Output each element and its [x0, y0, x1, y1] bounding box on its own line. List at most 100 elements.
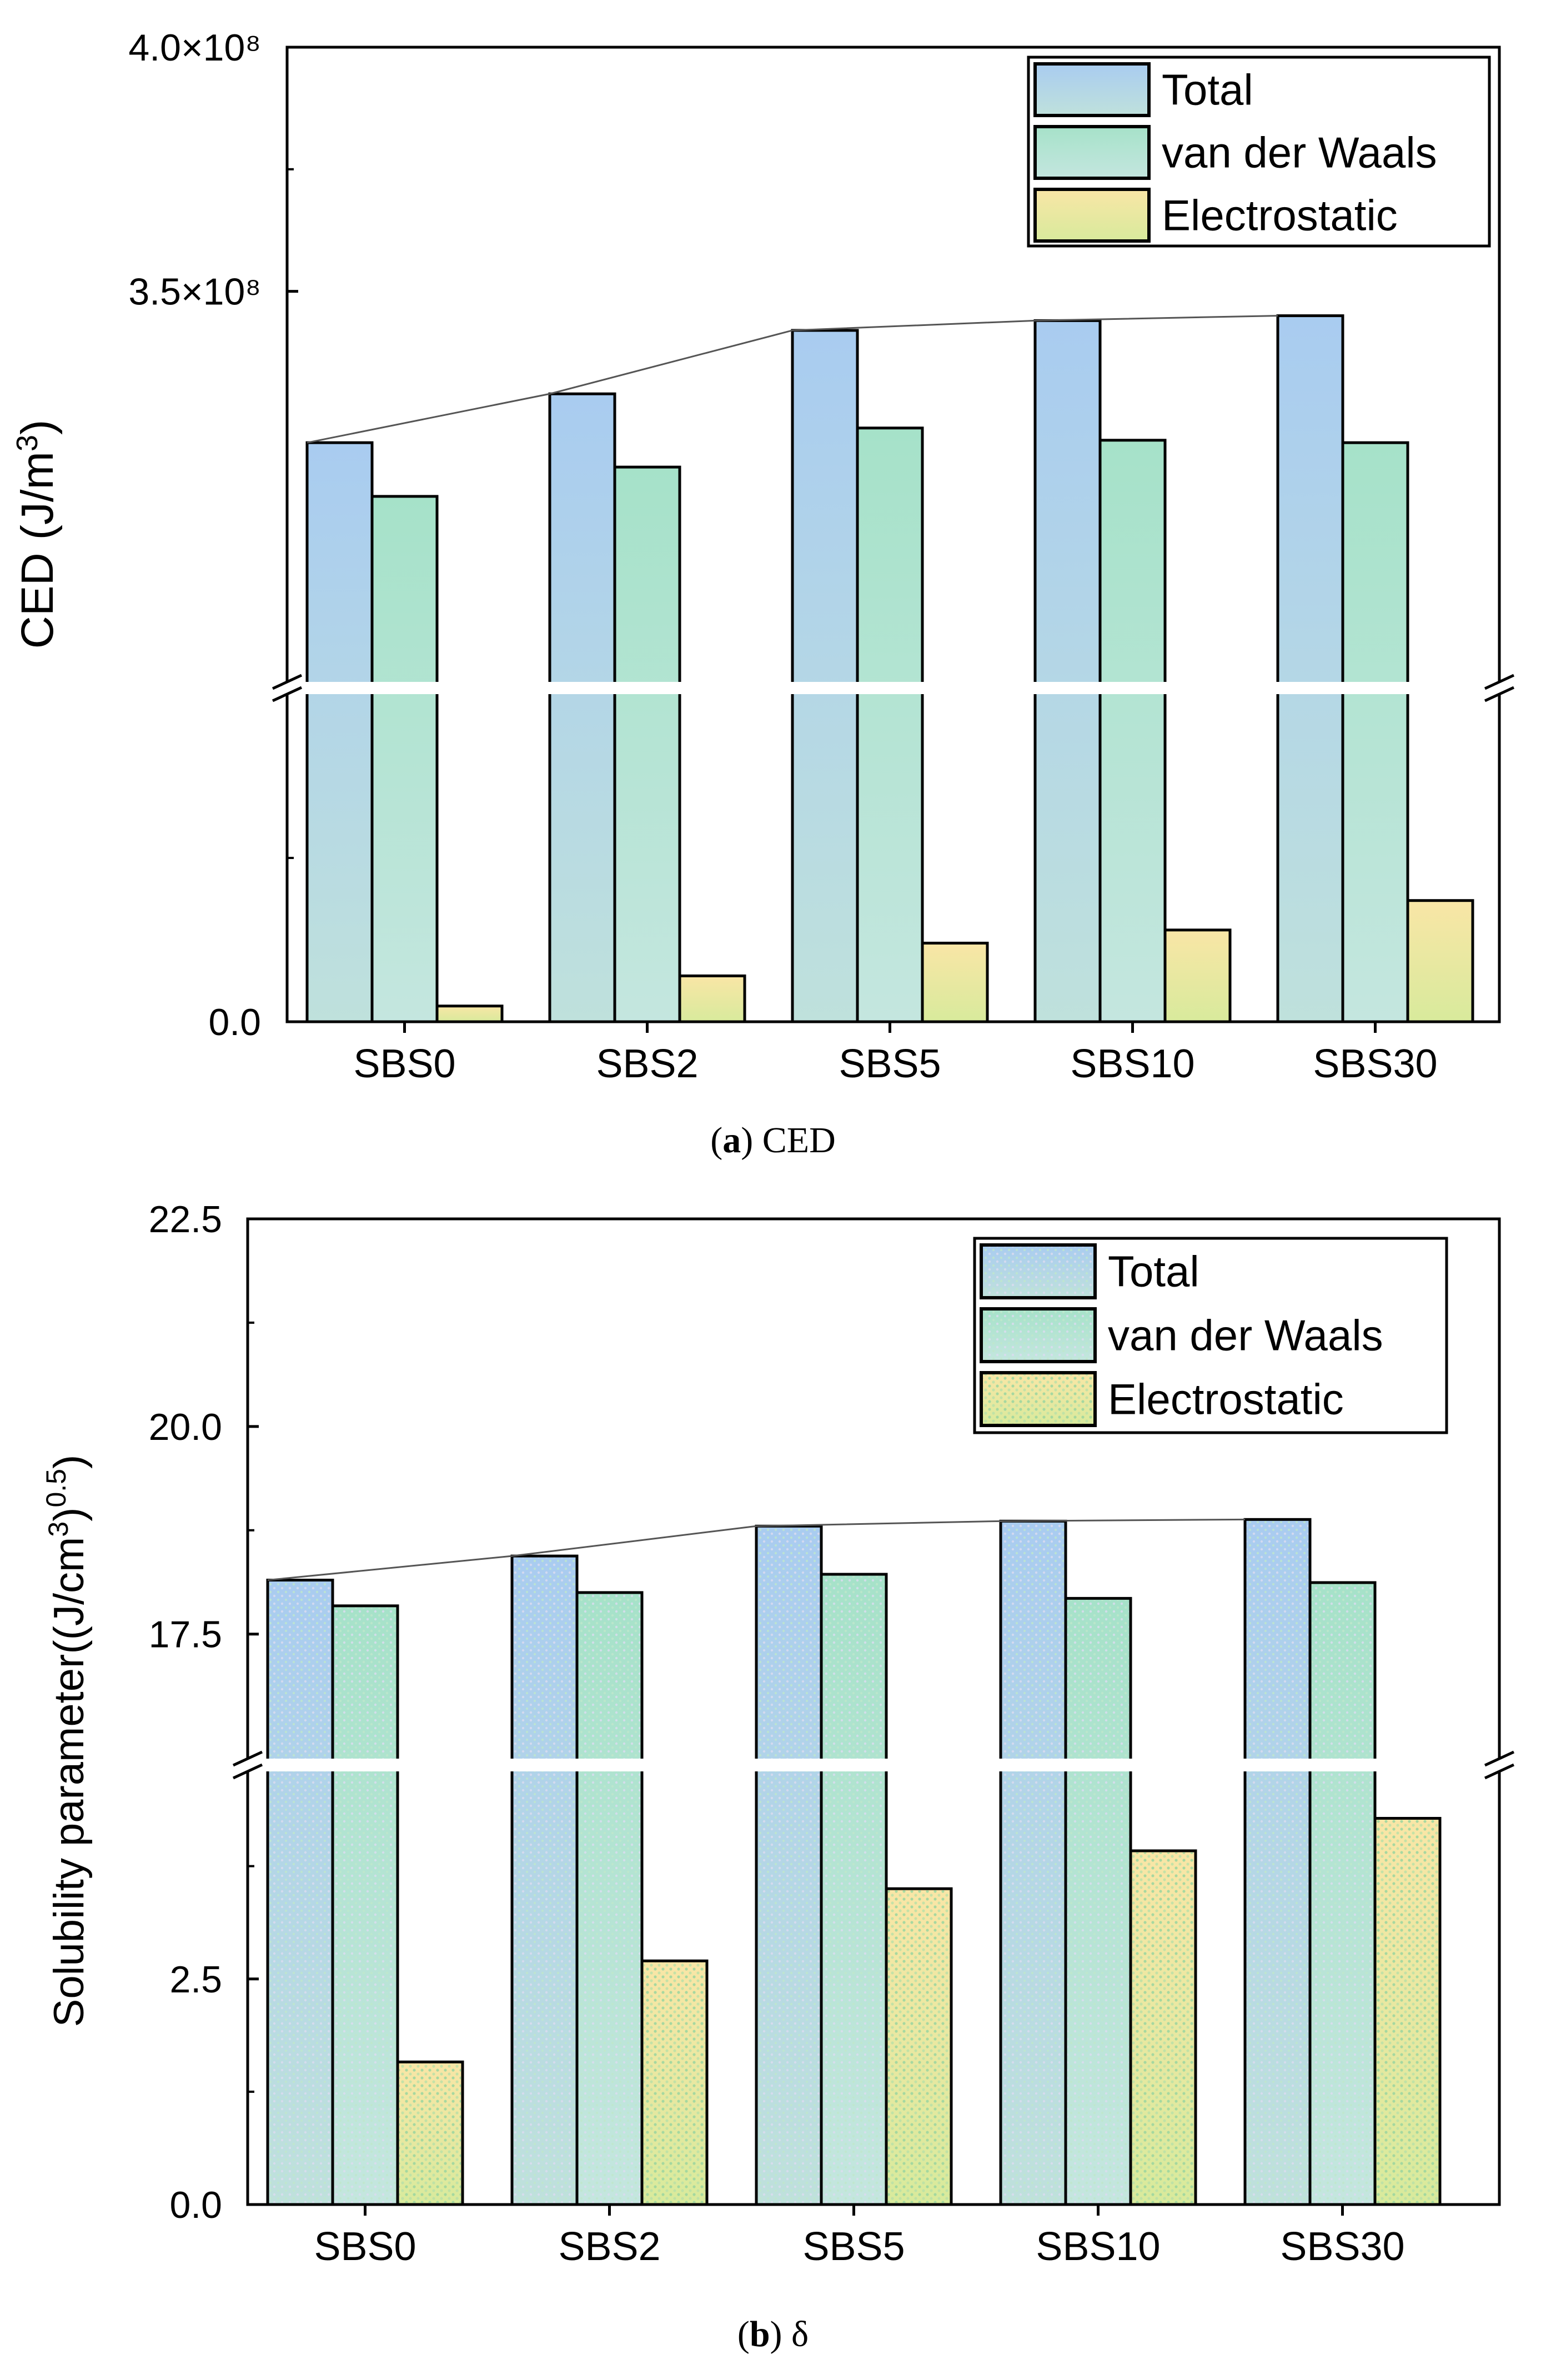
- legend-swatch-texture-b-electrostatic: [983, 1374, 1093, 1424]
- y-axis-label-a: CED (J/m3): [11, 420, 63, 649]
- x-tick-label-a-sbs30: SBS30: [1313, 1042, 1437, 1086]
- bar-a-electrostatic-sbs2: [678, 974, 746, 1023]
- x-axis-b: SBS0 SBS2 SBS5 SBS10 SBS30: [314, 2205, 1405, 2269]
- bar-a-electrostatic-sbs10: [1163, 928, 1232, 1023]
- y-tick-label-b-4: 22.5: [149, 1198, 222, 1241]
- y-axis-a: 0.0 3.5×10⁸ 4.0×10⁸: [128, 27, 298, 1043]
- chart-panel-b: 0.0 2.5 17.5 20.0 22.5 SBS0 SBS2 SBS5 SBS10 SBS3…: [41, 1198, 1522, 2354]
- y-axis-label-b-close2: ): [46, 1455, 93, 1469]
- y-tick-label-b-0: 0.0: [169, 2184, 222, 2226]
- bar-b-electrostatic-sbs2-texture: [644, 1962, 705, 2203]
- x-tick-label-b-sbs2: SBS2: [558, 2225, 660, 2269]
- x-tick-label-b-sbs30: SBS30: [1280, 2225, 1404, 2269]
- bar-b-electrostatic-sbs30-texture: [1377, 1820, 1438, 2203]
- axis-break-mark-a-0-0: [272, 674, 303, 690]
- caption-a: (a) CED: [710, 1120, 835, 1161]
- caption-b-text: δ: [782, 2314, 809, 2354]
- trend-line-b: [267, 1518, 1246, 1581]
- legend-a: Total van der Waals Electrostatic: [1027, 56, 1491, 248]
- axis-break-mark-b-1-0: [1484, 1750, 1515, 1767]
- legend-label-b-electrostatic: Electrostatic: [1108, 1375, 1344, 1424]
- y-axis-label-b-close: ): [46, 1508, 93, 1522]
- legend-swatch-a-electrostatic: [1033, 188, 1151, 243]
- legend-label-a-total: Total: [1162, 66, 1253, 114]
- bar-b-total-sbs2-texture: [514, 1558, 575, 2203]
- y-axis-label-b-sup3: 3: [43, 1522, 74, 1537]
- bar-a-vdw-sbs0: [370, 495, 439, 1023]
- y-tick-label-b-2: 17.5: [149, 1614, 222, 1656]
- bar-b-vdw-sbs2-texture: [579, 1594, 640, 2203]
- bar-a-electrostatic-sbs0: [435, 1005, 504, 1023]
- y-axis-label-b: Solubility parameter((J/cm3)0.5): [41, 1455, 93, 2027]
- y-tick-label-a-0: 0.0: [208, 1001, 261, 1043]
- bar-a-electrostatic-sbs30: [1406, 899, 1474, 1023]
- axis-break-mark-a-1-0: [1484, 674, 1515, 690]
- x-tick-label-a-sbs5: SBS5: [839, 1042, 941, 1086]
- y-tick-label-b-1: 2.5: [169, 1959, 222, 2001]
- axis-break-mark-b-0-0: [232, 1750, 263, 1767]
- caption-a-open: (: [710, 1120, 722, 1161]
- bar-b-vdw-sbs0-texture: [334, 1607, 396, 2203]
- y-axis-label-b-main: Solubility parameter((J/cm: [46, 1537, 93, 2027]
- legend-swatch-texture-b-total: [983, 1247, 1093, 1296]
- y-axis-b: 0.0 2.5 17.5 20.0 22.5: [149, 1198, 259, 2226]
- bars-b: [225, 1518, 1522, 2206]
- bar-a-total-sbs30: [1276, 314, 1344, 1023]
- caption-a-text: CED: [753, 1120, 836, 1161]
- y-tick-label-a-1: 3.5×10⁸: [128, 271, 261, 313]
- x-tick-label-a-sbs10: SBS10: [1070, 1042, 1194, 1086]
- bar-a-vdw-sbs2: [613, 465, 681, 1023]
- legend-swatch-texture-b-vdw: [983, 1310, 1093, 1360]
- y-axis-label-a-sup: 3: [11, 435, 44, 451]
- legend-swatch-a-vdw: [1033, 125, 1151, 180]
- x-tick-label-b-sbs5: SBS5: [802, 2225, 905, 2269]
- bar-b-total-sbs5-texture: [758, 1528, 820, 2203]
- bar-a-vdw-sbs10: [1098, 439, 1167, 1023]
- bar-a-total-sbs0: [305, 441, 374, 1023]
- bar-a-electrostatic-sbs5: [921, 941, 989, 1023]
- bar-b-vdw-sbs30-texture: [1312, 1584, 1373, 2203]
- bar-a-vdw-sbs5: [856, 426, 924, 1023]
- x-axis-a: SBS0 SBS2 SBS5 SBS10 SBS30: [353, 1022, 1438, 1086]
- bar-a-vdw-sbs30: [1341, 441, 1409, 1023]
- y-axis-label-a-main: CED (J/m: [12, 451, 63, 649]
- bar-b-electrostatic-sbs5-texture: [888, 1890, 950, 2203]
- axis-break-mark-a-0-1: [272, 686, 303, 702]
- legend-label-a-electrostatic: Electrostatic: [1162, 191, 1398, 240]
- x-tick-label-b-sbs10: SBS10: [1036, 2225, 1160, 2269]
- trend-line-a: [307, 315, 1278, 444]
- bar-b-total-sbs10-texture: [1002, 1523, 1064, 2203]
- legend-label-b-total: Total: [1108, 1247, 1199, 1296]
- x-tick-label-b-sbs0: SBS0: [314, 2225, 416, 2269]
- axis-break-gap-a: [265, 682, 1522, 694]
- x-tick-label-a-sbs0: SBS0: [353, 1042, 455, 1086]
- bar-b-vdw-sbs5-texture: [823, 1576, 885, 2203]
- bar-b-electrostatic-sbs10-texture: [1132, 1852, 1194, 2203]
- bar-a-total-sbs5: [791, 329, 859, 1023]
- x-tick-label-a-sbs2: SBS2: [596, 1042, 698, 1086]
- caption-a-letter: a: [722, 1120, 741, 1161]
- bar-b-total-sbs0-texture: [269, 1581, 331, 2203]
- axis-break-mark-b-1-1: [1484, 1763, 1515, 1780]
- y-tick-label-a-2: 4.0×10⁸: [128, 27, 261, 69]
- axis-break-gap-b: [225, 1759, 1522, 1771]
- legend-swatch-a-total: [1033, 62, 1151, 117]
- legend-b: Total van der Waals Electrostatic: [973, 1237, 1448, 1434]
- bar-b-total-sbs30-texture: [1247, 1521, 1308, 2203]
- y-axis-label-a-close: ): [12, 420, 63, 435]
- legend-label-a-vdw: van der Waals: [1162, 128, 1437, 177]
- caption-a-close: ): [741, 1120, 753, 1161]
- bar-b-vdw-sbs10-texture: [1067, 1600, 1129, 2203]
- caption-b-close: ): [770, 2314, 782, 2354]
- caption-b-letter: b: [750, 2314, 770, 2354]
- axis-break-mark-b-0-1: [232, 1763, 263, 1780]
- bar-a-total-sbs10: [1033, 319, 1102, 1023]
- caption-b-open: (: [737, 2314, 750, 2354]
- y-axis-label-b-exp: 0.5: [41, 1469, 72, 1508]
- y-tick-label-b-3: 20.0: [149, 1406, 222, 1448]
- caption-b: (b) δ: [737, 2314, 809, 2354]
- bars-a: [265, 314, 1522, 1023]
- bar-a-total-sbs2: [548, 392, 616, 1023]
- chart-panel-a: 0.0 3.5×10⁸ 4.0×10⁸ SBS0 SBS2 SBS5 SBS10 SBS30…: [11, 27, 1522, 1161]
